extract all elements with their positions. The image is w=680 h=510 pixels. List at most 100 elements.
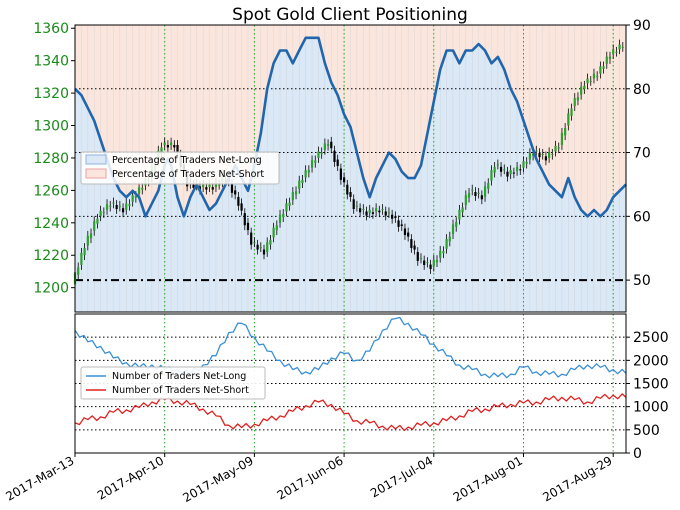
candle-body <box>362 209 365 211</box>
candle-body <box>528 153 531 160</box>
candle-body <box>288 202 291 206</box>
bottom-right-tick-label: 0 <box>633 446 642 462</box>
candle-body <box>586 78 589 84</box>
candle-body <box>359 208 362 213</box>
candle-body <box>218 184 221 186</box>
left-tick-label: 1240 <box>33 216 69 232</box>
candle-body <box>403 228 407 235</box>
legend-long-swatch <box>85 154 107 165</box>
candle-body <box>349 192 352 197</box>
candle-body <box>397 220 400 227</box>
candle-body <box>83 247 86 256</box>
candle-body <box>407 232 410 237</box>
candle-body <box>464 195 467 205</box>
candle-body <box>461 207 464 213</box>
right-tick-label: 60 <box>633 209 651 225</box>
candle-body <box>621 46 624 48</box>
candle-body <box>589 80 592 82</box>
candle-body <box>317 151 320 158</box>
candle-body <box>496 164 499 166</box>
candle-body <box>134 196 137 198</box>
candle-body <box>214 182 218 188</box>
candle-body <box>125 203 128 210</box>
candle-body <box>483 186 487 197</box>
candle-body <box>541 153 544 155</box>
candle-body <box>237 196 240 206</box>
legend-top-label: Percentage of Traders Net-Long <box>112 155 262 166</box>
candle-body <box>467 192 471 198</box>
candle-body <box>592 73 596 79</box>
x-tick-label: 2017-Jun-06 <box>275 453 346 502</box>
candle-body <box>176 144 179 153</box>
candle-body <box>240 203 243 211</box>
left-tick-label: 1200 <box>33 281 69 297</box>
candle-body <box>384 211 387 216</box>
candle-body <box>285 203 288 212</box>
candle-body <box>548 152 551 158</box>
x-tick-label: 2017-Apr-10 <box>95 453 166 502</box>
candle-body <box>234 190 237 195</box>
legend-top-box <box>80 151 280 185</box>
candle-body <box>423 260 426 265</box>
candle-body <box>458 209 461 220</box>
candle-body <box>96 218 99 224</box>
right-tick-label: 90 <box>633 18 651 34</box>
x-tick-label: 2017-May-09 <box>180 453 255 505</box>
right-tick-label: 50 <box>633 273 651 289</box>
candle-body <box>352 199 355 210</box>
candle-body <box>230 183 234 193</box>
candle-body <box>307 170 310 173</box>
candle-body <box>538 153 541 158</box>
x-tick-label: 2017-Jul-04 <box>368 453 435 500</box>
legend-bottom-label: Number of Traders Net-Long <box>112 371 246 382</box>
candle-body <box>77 267 80 275</box>
candle-body <box>429 264 432 270</box>
candle-body <box>275 225 278 231</box>
candle-body <box>387 212 391 214</box>
candle-body <box>192 184 195 188</box>
candle-body <box>439 250 442 258</box>
candle-body <box>410 239 413 248</box>
candle-body <box>243 213 246 226</box>
right-tick-label: 80 <box>633 82 651 98</box>
candle-body <box>419 258 423 260</box>
candle-body <box>278 214 282 223</box>
candle-body <box>262 249 266 255</box>
left-tick-label: 1340 <box>33 54 69 70</box>
x-axis: 2017-Mar-13 2017-Apr-10 2017-May-09 2017-Ju… <box>3 453 615 505</box>
candle-body <box>506 171 509 177</box>
bottom-right-tick-label: 1500 <box>633 377 669 393</box>
candle-body <box>493 166 496 173</box>
candle-body <box>471 189 474 191</box>
candle-body <box>269 239 272 245</box>
bottom-right-tick-label: 2500 <box>633 330 669 346</box>
candle-body <box>342 177 346 183</box>
candle-body <box>615 51 618 53</box>
candle-body <box>567 113 570 126</box>
candle-body <box>355 205 359 207</box>
candle-body <box>426 262 429 264</box>
x-tick-label: 2017-Mar-13 <box>3 453 76 503</box>
candle-body <box>413 245 416 250</box>
bottom-right-tick-label: 500 <box>633 423 660 439</box>
candle-body <box>560 132 564 145</box>
candle-body <box>599 66 602 74</box>
candle-body <box>554 145 557 152</box>
candle-body <box>141 187 144 190</box>
candle-body <box>445 239 448 249</box>
candle-body <box>531 153 535 156</box>
candle-body <box>522 161 525 168</box>
x-tick-label: 2017-Aug-01 <box>451 453 525 504</box>
candle-body <box>583 85 586 90</box>
candle-body <box>564 127 567 136</box>
candle-body <box>432 259 435 267</box>
candle-body <box>596 76 599 78</box>
candle-body <box>499 166 503 172</box>
left-tick-label: 1280 <box>33 151 69 167</box>
candle-body <box>339 168 342 180</box>
candle-body <box>109 205 112 207</box>
candle-body <box>378 210 381 213</box>
candle-body <box>381 209 384 211</box>
candle-body <box>576 97 580 101</box>
candle-body <box>602 66 605 69</box>
